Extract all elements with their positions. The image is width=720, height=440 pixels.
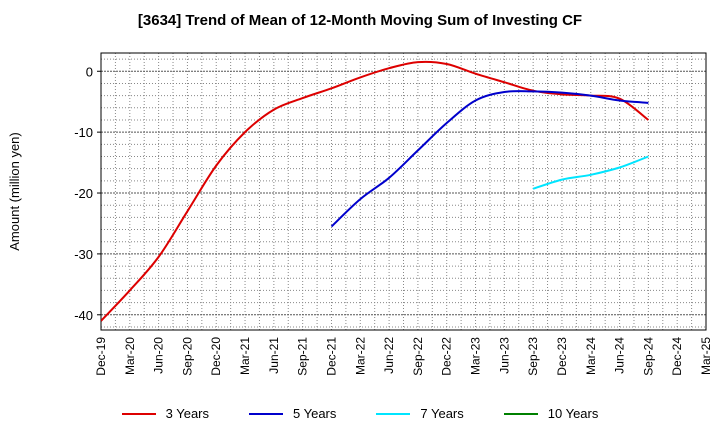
y-tick-label: -30	[74, 247, 93, 262]
x-tick-label: Sep-20	[180, 337, 194, 376]
x-tick-label: Jun-21	[267, 337, 281, 374]
x-tick-label: Dec-24	[670, 337, 684, 376]
y-axis-label: Amount (million yen)	[7, 132, 22, 251]
series-line-7-years	[532, 155, 649, 190]
chart-title: [3634] Trend of Mean of 12-Month Moving …	[137, 12, 583, 29]
series-line-3-years	[101, 60, 650, 322]
y-tick-label: -10	[74, 125, 93, 140]
legend-swatch	[376, 412, 411, 415]
x-tick-label: Sep-21	[296, 337, 310, 376]
legend-item-7-years: 7 Years	[376, 406, 464, 421]
y-tick-label: -40	[74, 308, 93, 323]
y-tick-label: 0	[86, 64, 93, 79]
chart-legend: 3 Years 5 Years 7 Years 10 Years	[0, 406, 720, 421]
series-line-5-years	[330, 90, 649, 228]
x-tick-label: Sep-22	[411, 337, 425, 376]
x-tick-label: Dec-19	[94, 337, 108, 376]
x-tick-label: Jun-23	[497, 337, 511, 374]
legend-swatch	[503, 412, 538, 415]
legend-label: 3 Years	[165, 406, 209, 421]
x-tick-label: Sep-24	[641, 337, 655, 376]
x-tick-label: Mar-20	[123, 337, 137, 375]
x-tick-label: Dec-21	[324, 337, 338, 376]
legend-item-3-years: 3 Years	[121, 406, 209, 421]
x-tick-label: Dec-20	[209, 337, 223, 376]
x-tick-label: Dec-22	[440, 337, 454, 376]
x-tick-label: Mar-25	[699, 337, 713, 375]
x-tick-label: Mar-22	[353, 337, 367, 375]
legend-item-5-years: 5 Years	[249, 406, 336, 421]
legend-item-10-years: 10 Years	[503, 406, 599, 421]
x-tick-label: Jun-20	[152, 337, 166, 374]
x-tick-label: Mar-23	[469, 337, 483, 375]
x-tick-label: Mar-21	[238, 337, 252, 375]
legend-label: 7 Years	[420, 406, 464, 421]
x-tick-label: Jun-24	[613, 337, 627, 374]
x-tick-label: Mar-24	[584, 337, 598, 375]
x-tick-label: Dec-23	[555, 337, 569, 376]
legend-swatch	[249, 412, 283, 415]
x-tick-label: Jun-22	[382, 337, 396, 374]
x-tick-label: Sep-23	[526, 337, 540, 376]
legend-label: 5 Years	[293, 406, 337, 421]
legend-label: 10 Years	[547, 406, 599, 421]
legend-swatch	[121, 412, 156, 415]
plot-frame	[100, 52, 707, 331]
y-tick-label: -20	[74, 186, 93, 201]
